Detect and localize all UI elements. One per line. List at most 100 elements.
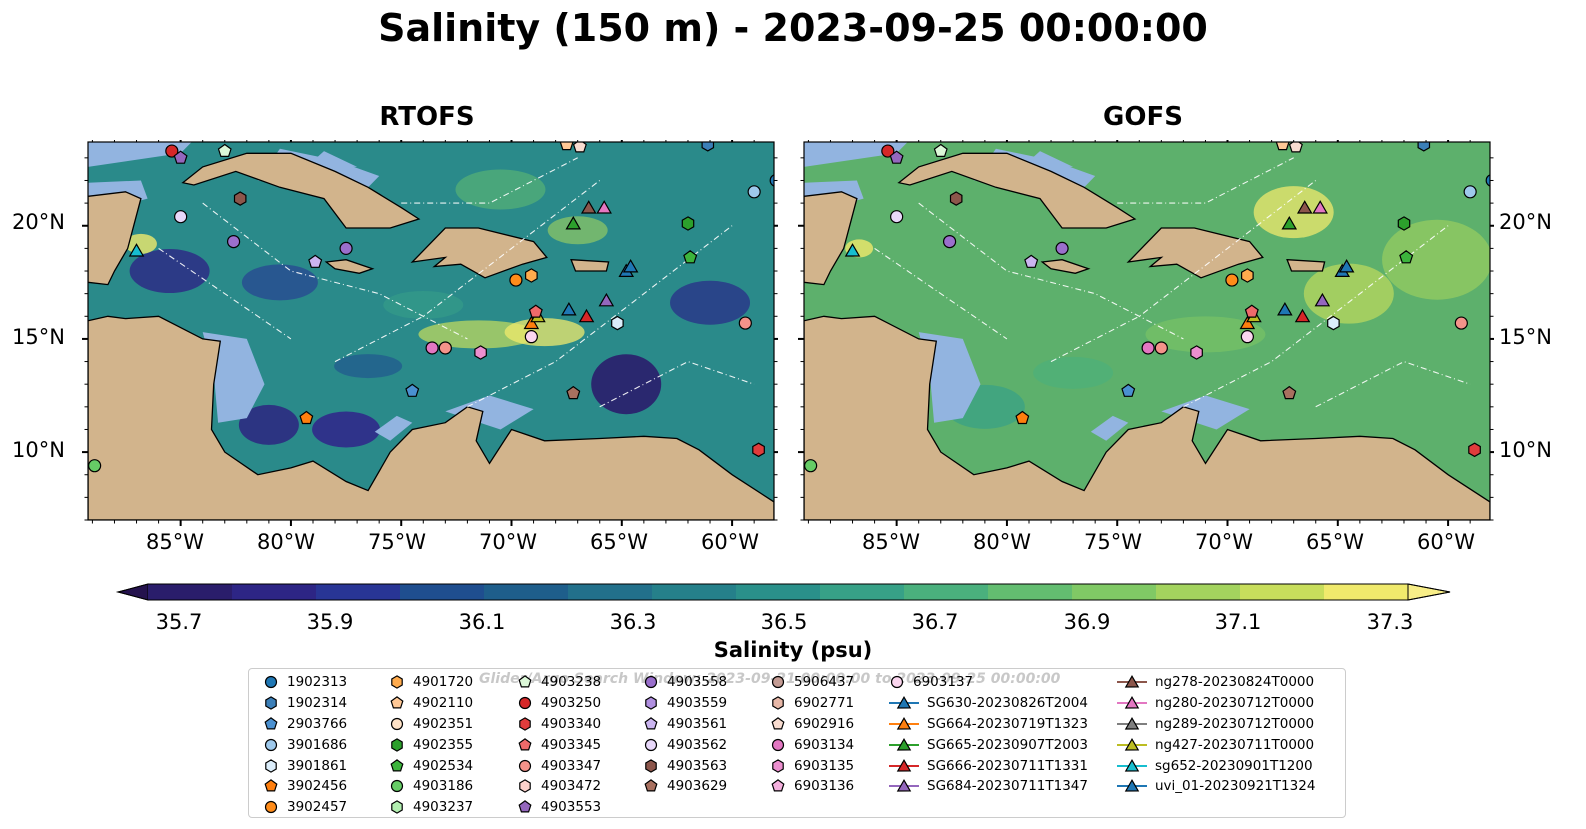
legend-label: 3902457: [287, 799, 348, 816]
salinity-colorbar: [116, 583, 1451, 601]
observation-marker: [881, 144, 895, 158]
colorbar-segment: [400, 584, 485, 600]
circle-marker-icon: [390, 780, 404, 793]
legend-label: sg652-20230901T1200: [1155, 757, 1313, 774]
salinity-anomaly: [547, 216, 608, 245]
lon-tick-label: 60°W: [701, 530, 759, 554]
eez-boundary: [202, 202, 468, 340]
legend-label: 3901861: [287, 757, 348, 774]
observation-marker: [747, 185, 761, 199]
legend-item: 4903250: [517, 693, 601, 714]
legend-marker: [645, 758, 657, 773]
legend-item: 6903135: [770, 755, 854, 776]
legend-marker: [771, 779, 785, 792]
observation-marker: [1281, 215, 1298, 230]
observation-marker: [769, 174, 774, 187]
triangle-marker-icon: [1117, 779, 1147, 792]
colorbar-tick-label: 35.7: [155, 610, 203, 634]
legend-marker: [644, 738, 658, 751]
colorbar-tick-label: 37.1: [1214, 610, 1262, 634]
legend-item: 1902314: [263, 693, 347, 714]
legend-item: 1902313: [263, 672, 347, 693]
rtofs-panel-title: RTOFS: [379, 102, 475, 132]
legend-item: 4903238: [517, 672, 601, 693]
shallow-shelf: [374, 415, 413, 441]
observation-marker: [1417, 142, 1431, 152]
landmass: [88, 315, 774, 520]
colorbar-segment: [1072, 584, 1157, 600]
circle-marker-icon: [264, 801, 278, 814]
gofs-panel-title: GOFS: [1103, 102, 1183, 132]
legend-label: 4902534: [413, 757, 474, 774]
legend-item: 4903340: [517, 714, 601, 735]
legend-label: 4903238: [541, 674, 602, 691]
legend-item: ng280-20230712T0000: [1117, 693, 1315, 714]
legend-item: 4903237: [389, 797, 473, 818]
observation-marker: [1241, 268, 1254, 283]
rtofs-salinity-map[interactable]: [82, 140, 778, 526]
legend-label: 4903340: [541, 715, 602, 732]
salinity-anomaly: [383, 290, 464, 319]
circle-marker-icon: [390, 717, 404, 731]
observation-marker: [1288, 142, 1303, 153]
legend-label: 4903347: [541, 757, 602, 774]
shallow-shelf: [306, 151, 358, 167]
gofs-salinity-map[interactable]: [798, 140, 1494, 526]
landmass: [324, 259, 375, 274]
observation-marker: [1190, 345, 1203, 360]
triangle-marker-icon: [889, 758, 919, 772]
landmass: [570, 258, 610, 272]
colorbar-tick-label: 35.9: [306, 610, 354, 634]
salinity-anomaly: [1145, 316, 1266, 353]
legend-label: 6903137: [913, 674, 974, 691]
lat-tick-label: 15°N: [12, 325, 65, 349]
pentagon-marker-icon: [644, 717, 658, 730]
colorbar-tick-label: 36.1: [458, 610, 506, 634]
circle-marker-icon: [890, 676, 904, 689]
shallow-shelf: [445, 395, 534, 430]
legend-label: 6903134: [794, 736, 855, 753]
observation-marker: [425, 341, 439, 355]
lon-tick-label: 85°W: [146, 530, 204, 554]
salinity-anomaly: [670, 280, 751, 325]
eez-boundary: [599, 361, 755, 408]
legend-marker: [390, 780, 404, 793]
legend-label: 4902351: [413, 715, 474, 732]
legend-item: 6902916: [770, 714, 854, 735]
legend-marker: [644, 676, 658, 689]
figure-title: Salinity (150 m) - 2023-09-25 00:00:00: [378, 6, 1208, 50]
legend-marker: [519, 779, 531, 794]
triangle-marker-icon: [889, 696, 919, 709]
legend-item: uvi_01-20230921T1324: [1117, 776, 1315, 797]
legend-label: 1902313: [287, 674, 348, 691]
observation-marker: [1141, 341, 1155, 355]
legend-label: 4901720: [413, 674, 474, 691]
observation-marker: [566, 385, 581, 400]
colorbar-outline: [116, 583, 1451, 601]
legend-item: 3901686: [263, 734, 347, 755]
legend-item: 5906437: [770, 672, 854, 693]
eez-boundary: [874, 247, 1008, 340]
lon-tick-label: 75°W: [368, 530, 426, 554]
legend-item: 4902110: [389, 693, 473, 714]
legend-marker: [264, 779, 278, 792]
lon-tick-label: 80°W: [973, 530, 1031, 554]
legend-item: 4903629: [643, 776, 727, 797]
lon-tick-label: 70°W: [1195, 530, 1253, 554]
eez-boundary: [158, 247, 292, 340]
eez-boundary: [1315, 361, 1471, 408]
observation-marker: [1468, 442, 1481, 458]
observation-marker: [1277, 301, 1293, 316]
lon-tick-label: 65°W: [590, 530, 648, 554]
legend-marker: [772, 696, 784, 710]
legend-label: ng278-20230824T0000: [1155, 674, 1315, 691]
legend-marker: [644, 717, 658, 730]
observation-marker: [509, 273, 523, 287]
landmass: [181, 152, 421, 229]
landmass: [1040, 259, 1091, 274]
lon-tick-label: 75°W: [1084, 530, 1142, 554]
legend-marker: [644, 779, 658, 792]
landmass: [804, 315, 1490, 520]
observation-marker: [463, 140, 476, 141]
observation-marker: [622, 258, 639, 273]
